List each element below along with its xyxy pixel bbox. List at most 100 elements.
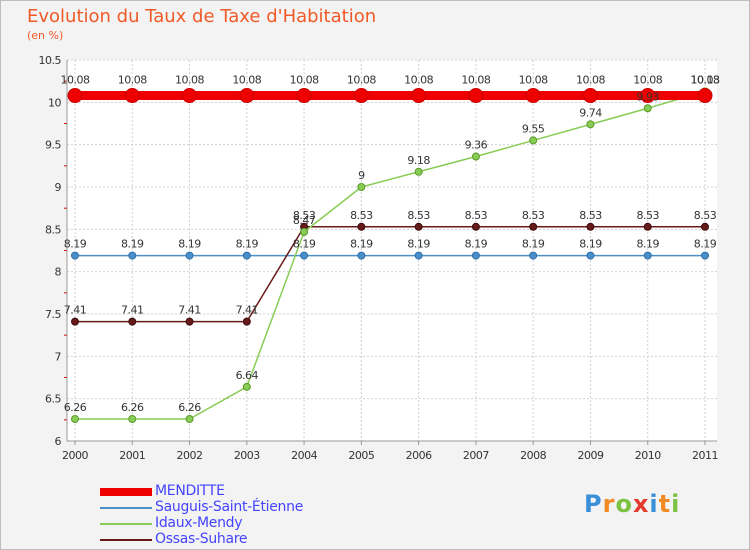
data-label-sauguis-saint-tienne: 8.19 bbox=[636, 238, 659, 251]
x-tick-label: 2008 bbox=[520, 449, 546, 462]
data-point-idaux-mendy bbox=[471, 152, 480, 161]
data-label-idaux-mendy: 10.13 bbox=[691, 73, 720, 86]
data-point-sauguis-saint-tienne bbox=[414, 251, 423, 260]
data-point-sauguis-saint-tienne bbox=[701, 251, 709, 260]
logo-letter: P bbox=[584, 490, 603, 518]
data-label-idaux-mendy: 8.47 bbox=[293, 214, 316, 227]
data-point-menditte bbox=[67, 88, 83, 104]
data-point-ossas-suhare bbox=[586, 222, 595, 231]
data-point-idaux-mendy bbox=[300, 227, 309, 236]
data-label-ossas-suhare: 8.53 bbox=[350, 209, 373, 222]
data-point-sauguis-saint-tienne bbox=[71, 251, 79, 260]
data-label-idaux-mendy: 9.93 bbox=[636, 90, 659, 103]
x-tick-label: 2007 bbox=[463, 449, 489, 462]
logo-letter: i bbox=[671, 490, 681, 518]
x-tick-label: 2010 bbox=[635, 449, 661, 462]
x-tick-label: 2009 bbox=[577, 449, 603, 462]
data-point-ossas-suhare bbox=[71, 317, 79, 326]
data-label-sauguis-saint-tienne: 8.19 bbox=[64, 238, 87, 251]
data-point-sauguis-saint-tienne bbox=[128, 251, 137, 260]
data-point-menditte bbox=[239, 88, 255, 104]
data-point-ossas-suhare bbox=[471, 222, 480, 231]
data-label-menditte: 10.08 bbox=[347, 74, 376, 87]
data-point-idaux-mendy bbox=[529, 136, 538, 145]
data-label-ossas-suhare: 7.41 bbox=[178, 304, 201, 317]
y-tick-label: 10 bbox=[48, 96, 61, 109]
data-label-idaux-mendy: 9.18 bbox=[407, 154, 430, 167]
data-label-idaux-mendy: 6.26 bbox=[178, 401, 201, 414]
data-label-sauguis-saint-tienne: 8.19 bbox=[121, 238, 144, 251]
data-point-ossas-suhare bbox=[414, 222, 423, 231]
data-point-ossas-suhare bbox=[529, 222, 538, 231]
data-label-menditte: 10.08 bbox=[519, 74, 548, 87]
y-tick-label: 9.5 bbox=[45, 139, 61, 152]
x-tick-label: 2004 bbox=[291, 449, 317, 462]
data-label-menditte: 10.08 bbox=[633, 74, 662, 87]
data-point-idaux-mendy bbox=[185, 414, 194, 423]
legend-swatch-sauguis bbox=[100, 507, 152, 509]
data-point-ossas-suhare bbox=[357, 222, 366, 231]
data-label-sauguis-saint-tienne: 8.19 bbox=[293, 238, 316, 251]
x-tick-label: 2001 bbox=[119, 449, 145, 462]
chart-subtitle: (en %) bbox=[27, 29, 64, 42]
data-label-ossas-suhare: 8.53 bbox=[636, 209, 659, 222]
chart-title: Evolution du Taux de Taxe d'Habitation bbox=[27, 6, 377, 27]
data-point-menditte bbox=[411, 88, 427, 104]
data-point-menditte bbox=[124, 88, 140, 104]
data-point-sauguis-saint-tienne bbox=[643, 251, 652, 260]
legend-label-sauguis: Sauguis-Saint-Étienne bbox=[155, 499, 304, 515]
data-point-sauguis-saint-tienne bbox=[242, 251, 251, 260]
data-point-ossas-suhare bbox=[701, 222, 709, 231]
data-point-sauguis-saint-tienne bbox=[185, 251, 194, 260]
legend-label-ossas: Ossas-Suhare bbox=[155, 531, 248, 547]
data-point-sauguis-saint-tienne bbox=[529, 251, 538, 260]
data-label-sauguis-saint-tienne: 8.19 bbox=[579, 238, 602, 251]
data-label-idaux-mendy: 9.74 bbox=[579, 106, 602, 119]
data-label-ossas-suhare: 8.53 bbox=[694, 209, 717, 222]
data-label-sauguis-saint-tienne: 8.19 bbox=[236, 238, 259, 251]
data-point-ossas-suhare bbox=[242, 317, 251, 326]
data-point-sauguis-saint-tienne bbox=[300, 251, 309, 260]
legend-swatch-ossas bbox=[100, 539, 152, 541]
data-label-sauguis-saint-tienne: 8.19 bbox=[465, 238, 488, 251]
x-tick-label: 2000 bbox=[62, 449, 88, 462]
data-label-idaux-mendy: 6.64 bbox=[236, 369, 259, 382]
y-tick-label: 7 bbox=[55, 350, 62, 363]
data-point-sauguis-saint-tienne bbox=[357, 251, 366, 260]
series-line-ossas-suhare bbox=[75, 226, 705, 323]
data-point-idaux-mendy bbox=[71, 414, 79, 423]
data-point-idaux-mendy bbox=[586, 120, 595, 129]
data-label-idaux-mendy: 9 bbox=[358, 169, 365, 182]
data-point-menditte bbox=[640, 88, 656, 104]
data-point-idaux-mendy bbox=[357, 183, 366, 191]
logo-letter: i bbox=[649, 490, 659, 518]
data-point-idaux-mendy bbox=[643, 104, 652, 113]
series-line-idaux-mendy bbox=[75, 90, 706, 420]
data-point-menditte bbox=[697, 88, 713, 104]
data-point-menditte bbox=[296, 88, 312, 104]
data-label-ossas-suhare: 7.41 bbox=[64, 304, 87, 317]
data-label-idaux-mendy: 9.55 bbox=[522, 122, 545, 135]
data-label-sauguis-saint-tienne: 8.19 bbox=[522, 238, 545, 251]
data-label-idaux-mendy: 6.26 bbox=[121, 401, 144, 414]
legend-swatch-menditte bbox=[100, 488, 152, 496]
y-tick-label: 6.5 bbox=[45, 393, 61, 406]
data-point-idaux-mendy bbox=[242, 382, 251, 391]
data-point-idaux-mendy bbox=[128, 414, 137, 423]
data-point-menditte bbox=[468, 88, 484, 104]
y-tick-label: 8 bbox=[55, 266, 62, 279]
data-label-menditte: 10.08 bbox=[404, 74, 433, 87]
logo-letter: t bbox=[658, 490, 672, 518]
data-label-menditte: 10.08 bbox=[232, 74, 261, 87]
data-point-sauguis-saint-tienne bbox=[586, 251, 595, 260]
data-point-ossas-suhare bbox=[185, 317, 194, 326]
x-tick-label: 2003 bbox=[234, 449, 260, 462]
x-tick-label: 2011 bbox=[692, 449, 718, 462]
data-label-menditte: 10.08 bbox=[61, 74, 90, 87]
data-label-ossas-suhare: 8.53 bbox=[407, 209, 430, 222]
data-point-menditte bbox=[353, 88, 369, 104]
data-label-ossas-suhare: 8.53 bbox=[579, 209, 602, 222]
data-label-menditte: 10.08 bbox=[576, 74, 605, 87]
data-point-ossas-suhare bbox=[128, 317, 137, 326]
